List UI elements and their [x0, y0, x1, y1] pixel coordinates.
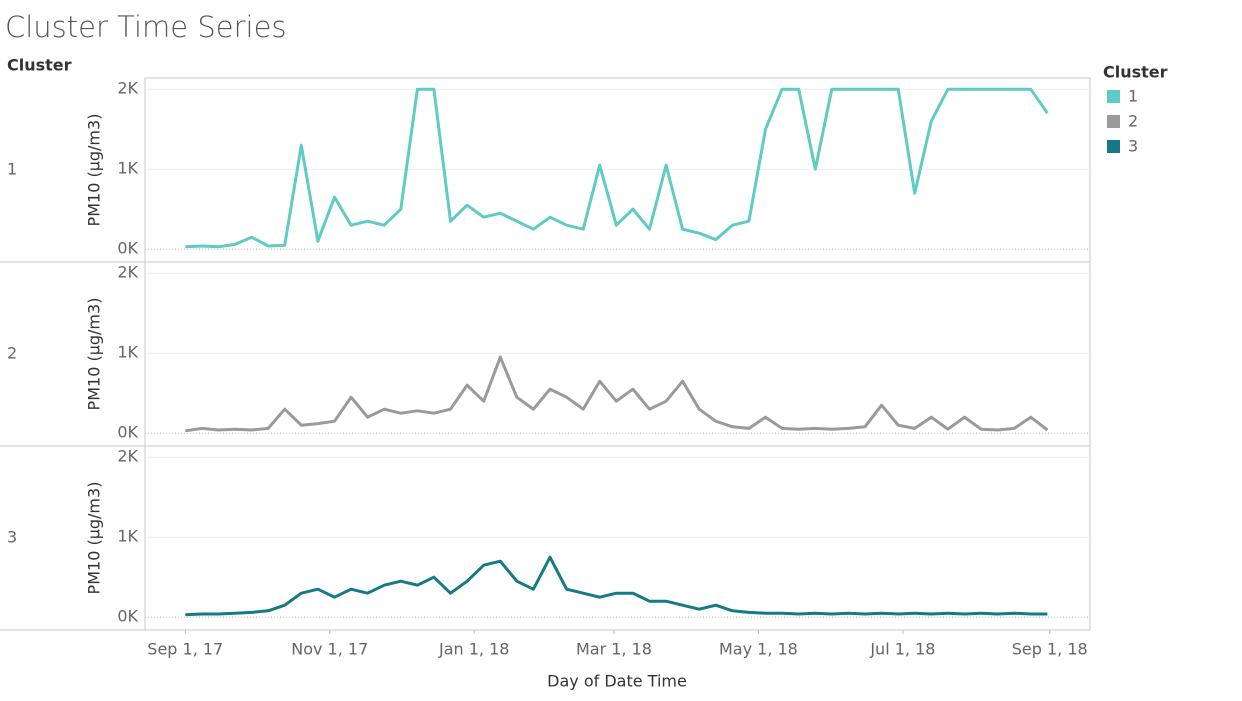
- y-axis-label: PM10 (µg/m3): [85, 482, 104, 595]
- series-line: [185, 355, 1049, 433]
- legend-label: 1: [1128, 87, 1138, 106]
- y-tick-label: 2K: [117, 447, 138, 466]
- y-axis-label: PM10 (µg/m3): [85, 114, 104, 227]
- x-tick-label: May 1, 18: [719, 640, 798, 659]
- legend-swatch: [1107, 115, 1120, 128]
- row-label: 3: [7, 528, 17, 547]
- x-tick-label: Sep 1, 17: [147, 640, 223, 659]
- x-axis-label: Day of Date Time: [547, 672, 687, 691]
- y-tick-label: 2K: [117, 263, 138, 282]
- x-tick-label: Nov 1, 17: [291, 640, 368, 659]
- legend-swatch: [1107, 140, 1120, 153]
- facet-header: Cluster: [7, 56, 72, 75]
- legend-swatch: [1107, 90, 1120, 103]
- chart-title: Cluster Time Series: [5, 10, 287, 44]
- row-label: 2: [7, 344, 17, 363]
- y-tick-label: 1K: [117, 159, 138, 178]
- x-tick-label: Sep 1, 18: [1012, 640, 1088, 659]
- y-tick-label: 2K: [117, 79, 138, 98]
- row-label: 1: [7, 160, 17, 179]
- legend-label: 2: [1128, 112, 1138, 131]
- series-line: [185, 555, 1048, 617]
- y-tick-label: 0K: [117, 607, 138, 626]
- legend-label: 3: [1128, 137, 1138, 156]
- x-tick-label: Jan 1, 18: [438, 640, 509, 659]
- series-line: [185, 87, 1049, 249]
- y-tick-label: 1K: [117, 527, 138, 546]
- x-tick-label: Jul 1, 18: [869, 640, 935, 659]
- x-tick-label: Mar 1, 18: [576, 640, 652, 659]
- panel-frame: [144, 261, 1091, 447]
- panel-frame: [144, 445, 1091, 631]
- y-tick-label: 0K: [117, 239, 138, 258]
- y-tick-label: 0K: [117, 423, 138, 442]
- y-tick-label: 1K: [117, 343, 138, 362]
- legend-title: Cluster: [1103, 63, 1168, 82]
- y-axis-label: PM10 (µg/m3): [85, 298, 104, 411]
